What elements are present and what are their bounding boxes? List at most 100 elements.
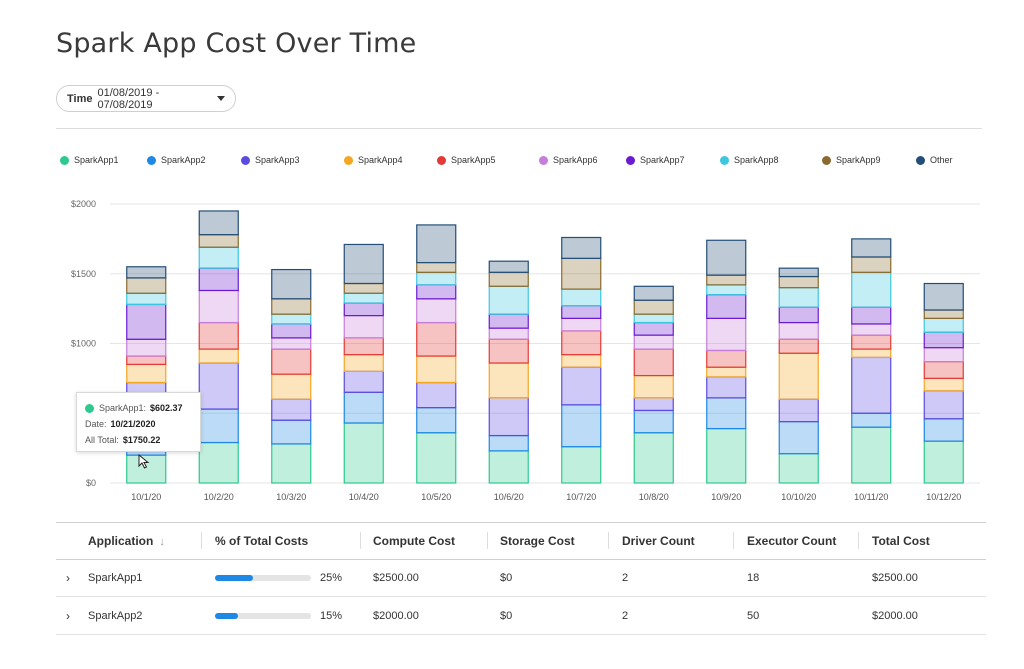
bar-segment — [851, 348, 892, 359]
table-row[interactable]: › SparkApp1 25% $2500.00 $0 2 18 $2500.0… — [56, 559, 986, 597]
legend-item-sparkapp9[interactable]: SparkApp9 — [822, 155, 881, 165]
bar-segment — [416, 381, 457, 409]
legend-label: Other — [930, 155, 953, 165]
bar-segment — [923, 390, 964, 420]
column-header-application[interactable]: Application ↓ — [88, 534, 165, 548]
column-separator — [858, 532, 859, 549]
bar-segment — [778, 338, 819, 354]
bar-segment — [851, 356, 892, 414]
legend-item-other[interactable]: Other — [916, 155, 953, 165]
x-tick-label: 10/8/20 — [639, 492, 669, 502]
legend-dot-icon — [60, 155, 69, 165]
x-tick-label: 10/2/20 — [204, 492, 234, 502]
bar-segment — [198, 441, 239, 484]
legend-label: SparkApp7 — [640, 155, 685, 165]
bar-segment — [778, 275, 819, 289]
cell-executor: 18 — [747, 572, 760, 584]
column-header-total[interactable]: Total Cost — [872, 534, 930, 548]
legend-item-sparkapp8[interactable]: SparkApp8 — [720, 155, 779, 165]
legend-label: SparkApp6 — [553, 155, 598, 165]
bar-segment — [561, 305, 602, 319]
bar-segment — [851, 426, 892, 484]
bar-segment — [416, 321, 457, 357]
bar-segment — [561, 257, 602, 290]
column-header-percent[interactable]: % of Total Costs — [215, 534, 309, 548]
legend-item-sparkapp5[interactable]: SparkApp5 — [437, 155, 496, 165]
bar-segment — [416, 432, 457, 484]
tooltip-total-label: All Total: — [85, 435, 119, 445]
bar-segment — [778, 287, 819, 308]
bar-segment — [633, 374, 674, 399]
column-header-executor[interactable]: Executor Count — [747, 534, 837, 548]
bar-segment — [271, 337, 312, 350]
bar-segment — [923, 361, 964, 379]
bar-segment — [416, 284, 457, 300]
bar-segment — [778, 421, 819, 455]
bar-segment — [343, 354, 384, 373]
y-tick-label: $1500 — [71, 269, 96, 279]
bar-segment — [561, 330, 602, 356]
x-tick-label: 10/5/20 — [421, 492, 451, 502]
bar-segment — [561, 236, 602, 260]
legend-item-sparkapp3[interactable]: SparkApp3 — [241, 155, 300, 165]
bar-segment — [633, 285, 674, 301]
y-tick-label: $1000 — [71, 339, 96, 349]
bar-segment — [706, 427, 747, 484]
bar-segment — [706, 294, 747, 319]
bar-segment — [923, 309, 964, 319]
legend-dot-icon — [916, 155, 925, 165]
bar-segment — [416, 355, 457, 384]
bar-segment — [561, 354, 602, 368]
bar-segment — [488, 450, 529, 484]
y-tick-label: $2000 — [71, 199, 96, 209]
bar-segment — [488, 313, 529, 329]
cell-percent: 15% — [320, 610, 343, 622]
bar-segment — [706, 366, 747, 378]
sort-down-icon[interactable]: ↓ — [159, 536, 165, 548]
legend-item-sparkapp7[interactable]: SparkApp7 — [626, 155, 685, 165]
bar-segment — [561, 288, 602, 307]
bar-segment — [198, 267, 239, 292]
bar-segment — [923, 418, 964, 442]
legend-item-sparkapp4[interactable]: SparkApp4 — [344, 155, 403, 165]
bar-segment — [126, 277, 167, 294]
legend-item-sparkapp6[interactable]: SparkApp6 — [539, 155, 598, 165]
bar-segment — [633, 313, 674, 324]
bar-segment — [488, 434, 529, 452]
x-tick-label: 10/1/20 — [131, 492, 161, 502]
cell-storage: $0 — [500, 610, 513, 622]
time-range-filter[interactable]: Time 01/08/2019 - 07/08/2019 — [56, 85, 236, 112]
column-separator — [487, 532, 488, 549]
column-header-driver[interactable]: Driver Count — [622, 534, 695, 548]
chevron-right-icon[interactable]: › — [66, 609, 70, 623]
legend-label: SparkApp9 — [836, 155, 881, 165]
column-header-storage[interactable]: Storage Cost — [500, 534, 575, 548]
bar-segment — [923, 317, 964, 333]
bar-segment — [416, 298, 457, 324]
column-separator — [360, 532, 361, 549]
x-tick-label: 10/7/20 — [566, 492, 596, 502]
bar-segment — [343, 302, 384, 317]
bar-segment — [851, 238, 892, 258]
bar-segment — [271, 268, 312, 300]
bar-segment — [706, 239, 747, 276]
cell-driver: 2 — [622, 572, 629, 584]
bar-segment — [343, 282, 384, 294]
table-row[interactable]: › SparkApp2 15% $2000.00 $0 2 50 $2000.0… — [56, 597, 986, 635]
bar-segment — [706, 284, 747, 296]
column-header-compute[interactable]: Compute Cost — [373, 534, 455, 548]
legend-item-sparkapp2[interactable]: SparkApp2 — [147, 155, 206, 165]
legend-label: SparkApp4 — [358, 155, 403, 165]
bar-segment — [126, 363, 167, 384]
bar-segment — [126, 266, 167, 279]
bar-segment — [851, 334, 892, 350]
bar-segment — [271, 443, 312, 484]
bar-segment — [778, 267, 819, 278]
bar-segment — [343, 391, 384, 424]
chevron-right-icon[interactable]: › — [66, 571, 70, 585]
column-separator — [201, 532, 202, 549]
bar-segment — [126, 338, 167, 357]
bar-segment — [923, 331, 964, 349]
bar-segment — [778, 321, 819, 340]
legend-item-sparkapp1[interactable]: SparkApp1 — [60, 155, 119, 165]
